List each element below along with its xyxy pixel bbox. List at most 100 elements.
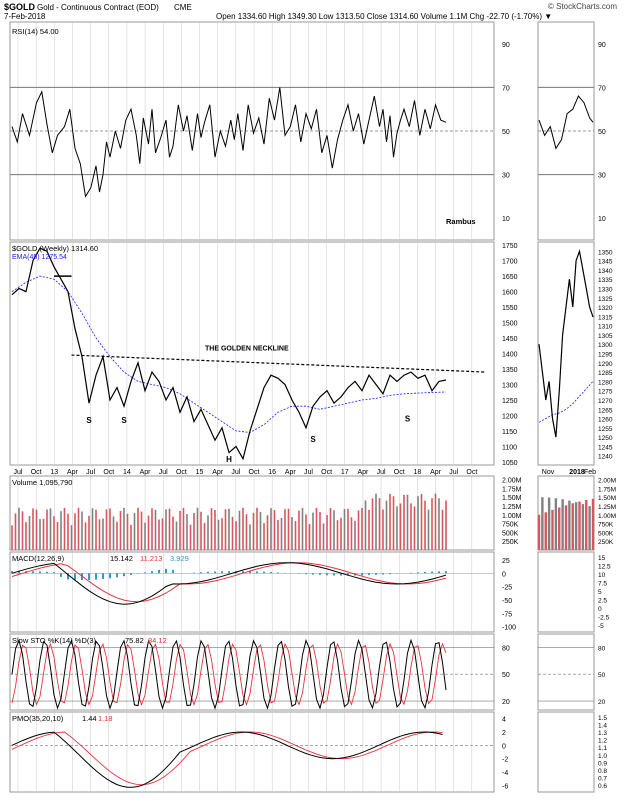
- x-tick-label: Apr: [212, 469, 224, 476]
- price-tick-label: 1200: [502, 413, 518, 420]
- volume-bar: [245, 514, 248, 550]
- inset-volume-bar: [591, 498, 595, 550]
- x-tick-label: Apr: [430, 469, 442, 476]
- macd-histogram-bar: [417, 572, 419, 574]
- inset-pmo-tick-label: 1.4: [598, 723, 607, 730]
- volume-bar: [291, 517, 293, 550]
- inset-volume-bar: [581, 504, 585, 550]
- stockcharts-brand: © StockCharts.com: [548, 2, 618, 11]
- price-tick-label: 1750: [502, 243, 518, 250]
- macd-histogram-bar: [144, 572, 146, 574]
- pattern-label-h: H: [226, 455, 232, 464]
- inset-volume-bar: [568, 500, 571, 550]
- volume-bar: [39, 519, 41, 550]
- volume-bar: [343, 509, 346, 550]
- macd-histogram-bar: [410, 572, 412, 574]
- macd-histogram-bar: [438, 571, 440, 574]
- inset-price-tick-label: 1310: [598, 324, 613, 331]
- x-tick-label: Apr: [140, 469, 152, 476]
- volume-bar: [116, 521, 118, 550]
- volume-bar: [84, 522, 87, 550]
- inset-pmo-tick-label: 0.7: [598, 775, 607, 782]
- volume-title: Volume 1,095,790: [12, 478, 72, 487]
- volume-bar: [144, 522, 146, 550]
- volume-bar: [270, 508, 272, 550]
- volume-bar: [396, 506, 398, 550]
- macd-tick-label: 0: [502, 571, 506, 578]
- macd-histogram-bar: [424, 571, 426, 574]
- volume-bar: [151, 508, 153, 550]
- inset-price-tick-label: 1285: [598, 370, 613, 377]
- x-tick-label: Oct: [321, 469, 332, 476]
- volume-bar: [221, 518, 223, 550]
- macd-histogram-bar: [319, 573, 321, 575]
- inset-macd-tick-label: 12.5: [598, 564, 611, 571]
- inset-pmo-tick-label: 0.8: [598, 768, 607, 775]
- pmo-line: [11, 731, 443, 788]
- volume-bar: [158, 519, 160, 550]
- volume-bar: [417, 496, 419, 550]
- macd-histogram-bar: [207, 571, 209, 574]
- inset-sto-tick-label: 50: [598, 672, 606, 679]
- rsi-tick-label: 10: [502, 216, 510, 223]
- macd-histogram-bar: [32, 571, 34, 574]
- x-tick-label: 14: [123, 469, 131, 476]
- macd-histogram-bar: [445, 571, 447, 574]
- volume-bar: [28, 515, 31, 550]
- price-tick-label: 1300: [502, 382, 518, 389]
- macd-histogram-bar: [130, 573, 132, 575]
- inset-pmo-tick-label: 1.3: [598, 730, 607, 737]
- price-tick-label: 1600: [502, 290, 518, 297]
- rsi-tick-label: 50: [502, 129, 510, 136]
- inset-macd-tick-label: 5: [598, 589, 602, 596]
- inset-volume-tick-label: 500K: [598, 530, 614, 537]
- x-tick-label: 17: [341, 469, 349, 476]
- volume-bar: [333, 510, 335, 550]
- volume-bar: [410, 503, 412, 550]
- volume-bar: [56, 521, 59, 550]
- volume-bar: [375, 493, 377, 550]
- price-title: $GOLD (Weekly) 1314.60: [12, 244, 98, 253]
- x-tick-label: 13: [50, 469, 58, 476]
- x-tick-label: 16: [268, 469, 276, 476]
- inset-rsi-tick-label: 70: [598, 85, 606, 92]
- golden-neckline: [71, 354, 487, 373]
- volume-bar: [77, 507, 80, 550]
- inset-volume-tick-label: 2.00M: [598, 478, 616, 485]
- x-tick-label: Oct: [394, 469, 405, 476]
- x-tick-label: 15: [196, 469, 204, 476]
- volume-bar: [119, 511, 122, 550]
- inset-volume-bar: [544, 512, 547, 550]
- inset-volume-tick-label: 1.25M: [598, 504, 616, 511]
- macd-histogram-bar: [67, 573, 69, 580]
- inset-price-tick-label: 1295: [598, 352, 613, 359]
- volume-bar: [105, 509, 108, 550]
- chart-header-ohlc: Open 1334.60 High 1349.30 Low 1313.50 Cl…: [216, 12, 553, 21]
- pattern-label-s1: S: [86, 416, 92, 425]
- volume-bar: [378, 498, 381, 550]
- chart-header-name: Gold - Continuous Contract (EOD): [37, 3, 159, 12]
- pmo-tick-label: 0: [502, 743, 506, 750]
- macd-histogram-bar: [368, 573, 370, 576]
- macd-histogram-bar: [165, 568, 167, 574]
- macd-histogram-bar: [382, 573, 384, 575]
- macd-line: [11, 562, 447, 605]
- inset-price-tick-label: 1265: [598, 407, 613, 414]
- volume-bar: [81, 511, 83, 550]
- pmo-value: 1.44: [82, 714, 97, 723]
- volume-bar: [385, 500, 388, 550]
- volume-bar: [382, 509, 384, 550]
- macd-histogram-bar: [11, 571, 13, 574]
- inset-volume-bar: [571, 503, 574, 550]
- chart-header-date: 7-Feb-2018: [4, 12, 46, 21]
- volume-bar: [434, 493, 437, 550]
- ema-legend: EMA(45) 1275.54: [12, 254, 67, 261]
- volume-bar: [284, 509, 286, 550]
- volume-bar: [95, 509, 97, 550]
- price-tick-label: 1700: [502, 259, 518, 266]
- pmo-signal-line: [11, 731, 443, 786]
- macd-histogram-bar: [326, 573, 328, 576]
- author-label: Rambus: [446, 217, 476, 226]
- x-tick-label: Oct: [103, 469, 114, 476]
- volume-bar: [133, 513, 136, 550]
